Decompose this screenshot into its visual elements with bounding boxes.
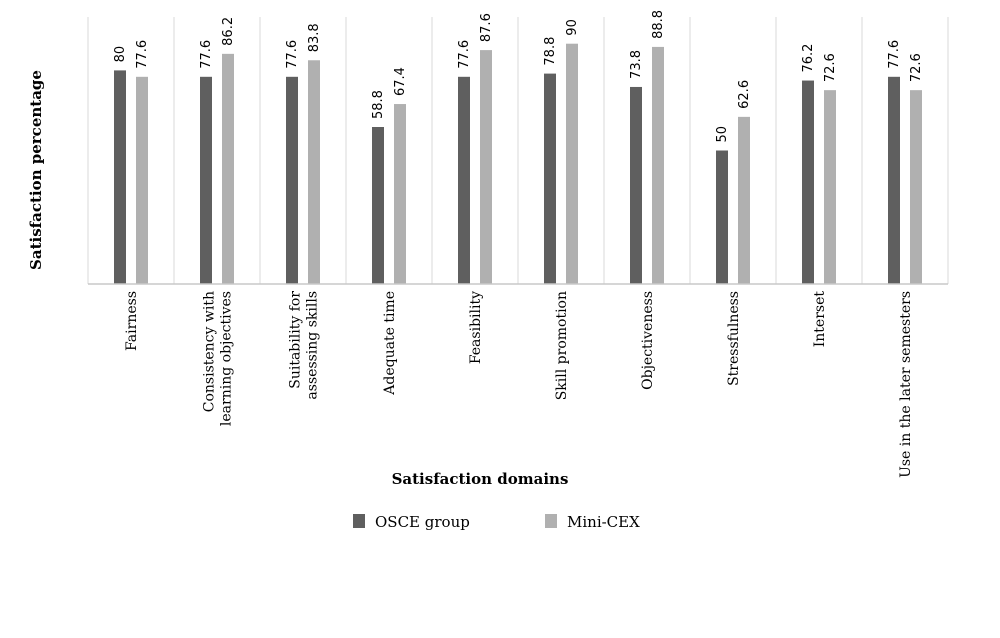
bar-mini-cex <box>824 90 836 285</box>
bar-mini-cex <box>308 60 320 285</box>
x-tick-label: Skill promotion <box>554 291 570 400</box>
bar-osce <box>372 127 384 284</box>
data-label: 77.6 <box>457 40 472 69</box>
bar-osce <box>544 73 556 284</box>
x-axis-title: Satisfaction domains <box>392 470 569 488</box>
legend: OSCE group Mini-CEX <box>353 513 640 531</box>
data-label: 67.4 <box>393 67 408 96</box>
y-axis-title: Satisfaction percentage <box>27 70 45 270</box>
bar-mini-cex <box>480 50 492 284</box>
bar-osce <box>200 76 212 284</box>
value-labels: 80 77.6 77.6 86.2 77.6 83.8 58.8 67.4 77.6 87.6 78… <box>113 10 924 143</box>
legend-label: OSCE group <box>375 513 470 531</box>
data-label: 73.8 <box>629 50 644 79</box>
x-tick-label: Feasibility <box>468 291 484 364</box>
bar-osce <box>888 76 900 284</box>
x-tick-label: Fairness <box>124 291 140 351</box>
bar-mini-cex <box>136 76 148 284</box>
legend-swatch <box>353 514 365 528</box>
data-label: 87.6 <box>479 13 494 42</box>
data-label: 50 <box>715 126 730 143</box>
bar-mini-cex <box>394 104 406 285</box>
bar-mini-cex <box>652 46 664 285</box>
legend-label: Mini-CEX <box>567 513 640 531</box>
bars <box>114 43 922 285</box>
bar-mini-cex <box>222 53 234 284</box>
data-label: 72.6 <box>823 53 838 82</box>
data-label: 86.2 <box>221 17 236 46</box>
data-label: 77.6 <box>135 40 150 69</box>
data-label: 77.6 <box>285 40 300 69</box>
bar-mini-cex <box>910 90 922 285</box>
bar-osce <box>286 76 298 284</box>
x-tick-label: Adequate time <box>382 291 398 396</box>
x-tick-labels: Fairness Consistency withlearning objecti… <box>124 291 914 478</box>
data-label: 78.8 <box>543 37 558 66</box>
data-label: 77.6 <box>887 40 902 69</box>
data-label: 80 <box>113 46 128 63</box>
x-tick-label: Objectiveness <box>640 291 656 390</box>
data-label: 88.8 <box>651 10 666 39</box>
data-label: 76.2 <box>801 44 816 73</box>
x-tick-label: Interset <box>812 291 828 348</box>
bar-osce <box>802 80 814 285</box>
x-tick-label: Use in the later semesters <box>898 291 914 478</box>
data-label: 58.8 <box>371 90 386 119</box>
category-gridlines <box>87 17 949 284</box>
bar-mini-cex <box>738 116 750 284</box>
bar-mini-cex <box>566 43 578 285</box>
bar-osce <box>458 76 470 284</box>
bar-osce <box>114 70 126 285</box>
data-label: 62.6 <box>737 80 752 109</box>
data-label: 72.6 <box>909 53 924 82</box>
x-tick-label: Suitability forassessing skills <box>288 291 321 400</box>
data-label: 90 <box>565 19 580 36</box>
bar-osce <box>630 86 642 284</box>
x-tick-label: Consistency withlearning objectives <box>202 291 235 426</box>
x-tick-label: Stressfulness <box>726 291 742 386</box>
data-label: 77.6 <box>199 40 214 69</box>
legend-swatch <box>545 514 557 528</box>
bar-osce <box>716 150 728 284</box>
data-label: 83.8 <box>307 23 322 52</box>
